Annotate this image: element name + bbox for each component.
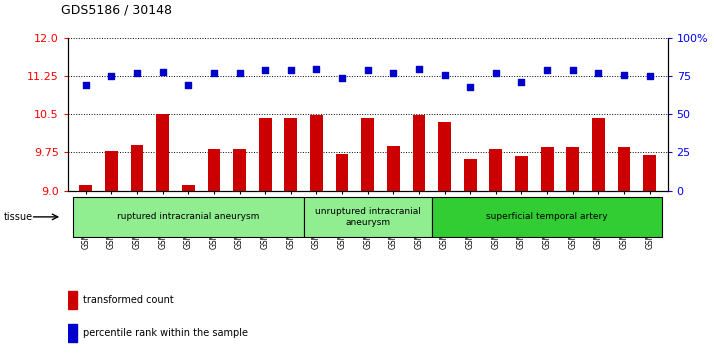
- Bar: [208, 149, 221, 191]
- Point: [259, 67, 271, 73]
- Point: [234, 70, 246, 76]
- Bar: [464, 159, 477, 191]
- Bar: [79, 185, 92, 191]
- Bar: [490, 149, 502, 191]
- Point: [208, 70, 220, 76]
- Point: [362, 67, 373, 73]
- Point: [311, 66, 322, 72]
- Bar: [68, 291, 77, 309]
- Point: [541, 67, 553, 73]
- Text: superficial temporal artery: superficial temporal artery: [486, 212, 608, 221]
- Point: [465, 84, 476, 90]
- Bar: [618, 147, 630, 191]
- Bar: [258, 118, 271, 191]
- Point: [593, 70, 604, 76]
- Bar: [438, 122, 451, 191]
- FancyBboxPatch shape: [303, 197, 432, 237]
- Point: [183, 82, 194, 88]
- FancyBboxPatch shape: [432, 197, 663, 237]
- Point: [490, 70, 501, 76]
- Text: unruptured intracranial
aneurysm: unruptured intracranial aneurysm: [315, 207, 421, 227]
- Text: ruptured intracranial aneurysm: ruptured intracranial aneurysm: [117, 212, 259, 221]
- Bar: [336, 155, 348, 191]
- Bar: [233, 149, 246, 191]
- Point: [80, 82, 91, 88]
- Text: percentile rank within the sample: percentile rank within the sample: [83, 328, 248, 338]
- Text: transformed count: transformed count: [83, 295, 174, 305]
- Point: [388, 70, 399, 76]
- Bar: [105, 151, 118, 191]
- Point: [516, 79, 527, 85]
- Point: [413, 66, 425, 72]
- Bar: [284, 118, 297, 191]
- Point: [106, 73, 117, 79]
- Bar: [566, 147, 579, 191]
- Bar: [540, 147, 553, 191]
- Text: GDS5186 / 30148: GDS5186 / 30148: [61, 3, 171, 16]
- Point: [157, 69, 169, 74]
- Point: [618, 72, 630, 78]
- Bar: [182, 185, 195, 191]
- Bar: [68, 324, 77, 342]
- Point: [131, 70, 143, 76]
- Bar: [361, 118, 374, 191]
- Bar: [156, 114, 169, 191]
- Bar: [515, 156, 528, 191]
- Bar: [387, 146, 400, 191]
- Point: [567, 67, 578, 73]
- Bar: [643, 155, 656, 191]
- Point: [285, 67, 296, 73]
- Bar: [131, 145, 144, 191]
- Bar: [310, 115, 323, 191]
- Point: [644, 73, 655, 79]
- Bar: [413, 115, 426, 191]
- Point: [336, 75, 348, 81]
- FancyBboxPatch shape: [73, 197, 303, 237]
- Text: tissue: tissue: [4, 212, 33, 222]
- Point: [439, 72, 451, 78]
- Bar: [592, 118, 605, 191]
